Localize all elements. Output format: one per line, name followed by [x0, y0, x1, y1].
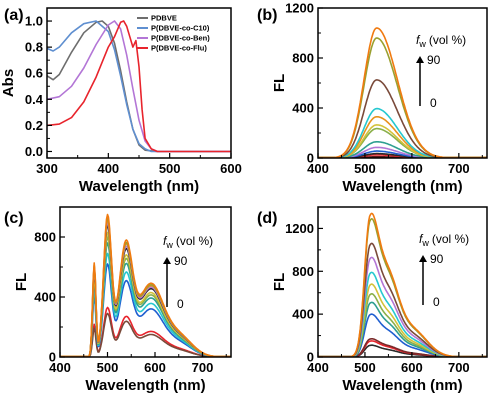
series-line: [318, 283, 487, 357]
legend-label: PDBVE: [151, 14, 177, 23]
arrow-up-icon: [419, 255, 427, 262]
x-tick-label: 400: [97, 161, 119, 176]
arrow-up-icon: [163, 257, 171, 264]
y-tick-label: 800: [292, 51, 314, 66]
series-line: [318, 242, 487, 357]
y-tick-label: 0.6: [25, 66, 43, 81]
x-tick-label: 300: [36, 161, 58, 176]
y-tick-label: 0: [49, 350, 56, 365]
series-line: [60, 252, 231, 357]
series-line: [47, 20, 231, 153]
x-axis-title: Wavelength (nm): [79, 178, 199, 195]
fw-annotation: fw (vol %) 90 0: [416, 33, 466, 110]
fw-bottom-value: 0: [177, 297, 184, 311]
series-group: [47, 20, 231, 153]
arrow-up-icon: [416, 56, 424, 63]
y-tick-label: 1.0: [25, 14, 43, 29]
fw-top-value: 90: [430, 252, 444, 266]
series-group: [318, 27, 487, 158]
y-axis-title: FL: [271, 74, 288, 92]
y-tick-label: 800: [34, 230, 56, 245]
x-tick-label: 500: [354, 360, 376, 375]
x-tick-label: 400: [307, 360, 329, 375]
y-tick-label: 0.8: [25, 40, 43, 55]
x-tick-label: 400: [49, 360, 71, 375]
x-tick-label: 500: [354, 161, 376, 176]
fw-top-value: 90: [427, 53, 441, 67]
fw-annotation: fw (vol %) 90 0: [419, 232, 469, 309]
panel-label: (a): [4, 7, 24, 24]
panel-label: (c): [4, 210, 24, 227]
y-axis-title: FL: [271, 273, 288, 291]
plot-frame: [59, 206, 232, 358]
legend-label: P(DBVE-co-Flu): [151, 44, 207, 53]
series-line: [60, 306, 231, 357]
series-line: [318, 271, 487, 357]
legend: PDBVEP(DBVE-co-C10)P(DBVE-co-Ben)P(DBVE-…: [137, 14, 210, 53]
y-tick-label: 0.2: [25, 118, 43, 133]
series-line: [318, 293, 487, 357]
x-tick-label: 700: [448, 360, 470, 375]
fw-annotation: fw (vol %) 90 0: [163, 234, 213, 311]
fw-bottom-value: 0: [433, 295, 440, 309]
y-tick-label: 400: [292, 307, 314, 322]
fw-label: fw (vol %): [416, 33, 466, 49]
y-tick-label: 800: [292, 264, 314, 279]
legend-label: P(DBVE-co-C10): [151, 24, 210, 33]
x-tick-label: 600: [144, 360, 166, 375]
x-axis-title: Wavelength (nm): [342, 178, 462, 195]
y-tick-label: 400: [292, 101, 314, 116]
x-tick-label: 400: [307, 161, 329, 176]
y-tick-label: 0: [307, 151, 314, 166]
series-line: [47, 20, 231, 153]
y-axis-title: Abs: [0, 69, 17, 97]
panel-label: (b): [257, 7, 277, 24]
x-tick-label: 700: [192, 360, 214, 375]
fw-label: fw (vol %): [163, 234, 213, 250]
fw-top-value: 90: [174, 254, 188, 268]
y-axis-title: FL: [13, 273, 30, 291]
y-tick-label: 0.0: [25, 144, 43, 159]
x-tick-label: 600: [401, 360, 423, 375]
legend-label: P(DBVE-co-Ben): [151, 34, 210, 43]
y-tick-label: 0.4: [25, 92, 44, 107]
panel-a: (a) 300 400 500 600 0.0 0.2 0.4 0.6 0.8 1.0 Wavelen…: [0, 7, 242, 195]
fw-label: fw (vol %): [419, 232, 469, 248]
y-tick-label: 0: [307, 350, 314, 365]
fw-bottom-value: 0: [430, 96, 437, 110]
y-tick-label: 1200: [285, 221, 314, 236]
x-tick-label: 600: [401, 161, 423, 176]
plot-frame: [317, 206, 488, 358]
series-line: [60, 312, 231, 357]
x-tick-label: 600: [220, 161, 242, 176]
panel-label: (d): [257, 210, 277, 227]
x-tick-label: 500: [97, 360, 119, 375]
x-axis-title: Wavelength (nm): [85, 377, 205, 394]
y-tick-label: 1200: [285, 1, 314, 16]
x-axis-title: Wavelength (nm): [342, 377, 462, 394]
x-tick-label: 700: [448, 161, 470, 176]
series-line: [318, 79, 487, 158]
series-line: [60, 263, 231, 357]
y-tick-label: 400: [34, 290, 56, 305]
x-tick-label: 500: [159, 161, 181, 176]
